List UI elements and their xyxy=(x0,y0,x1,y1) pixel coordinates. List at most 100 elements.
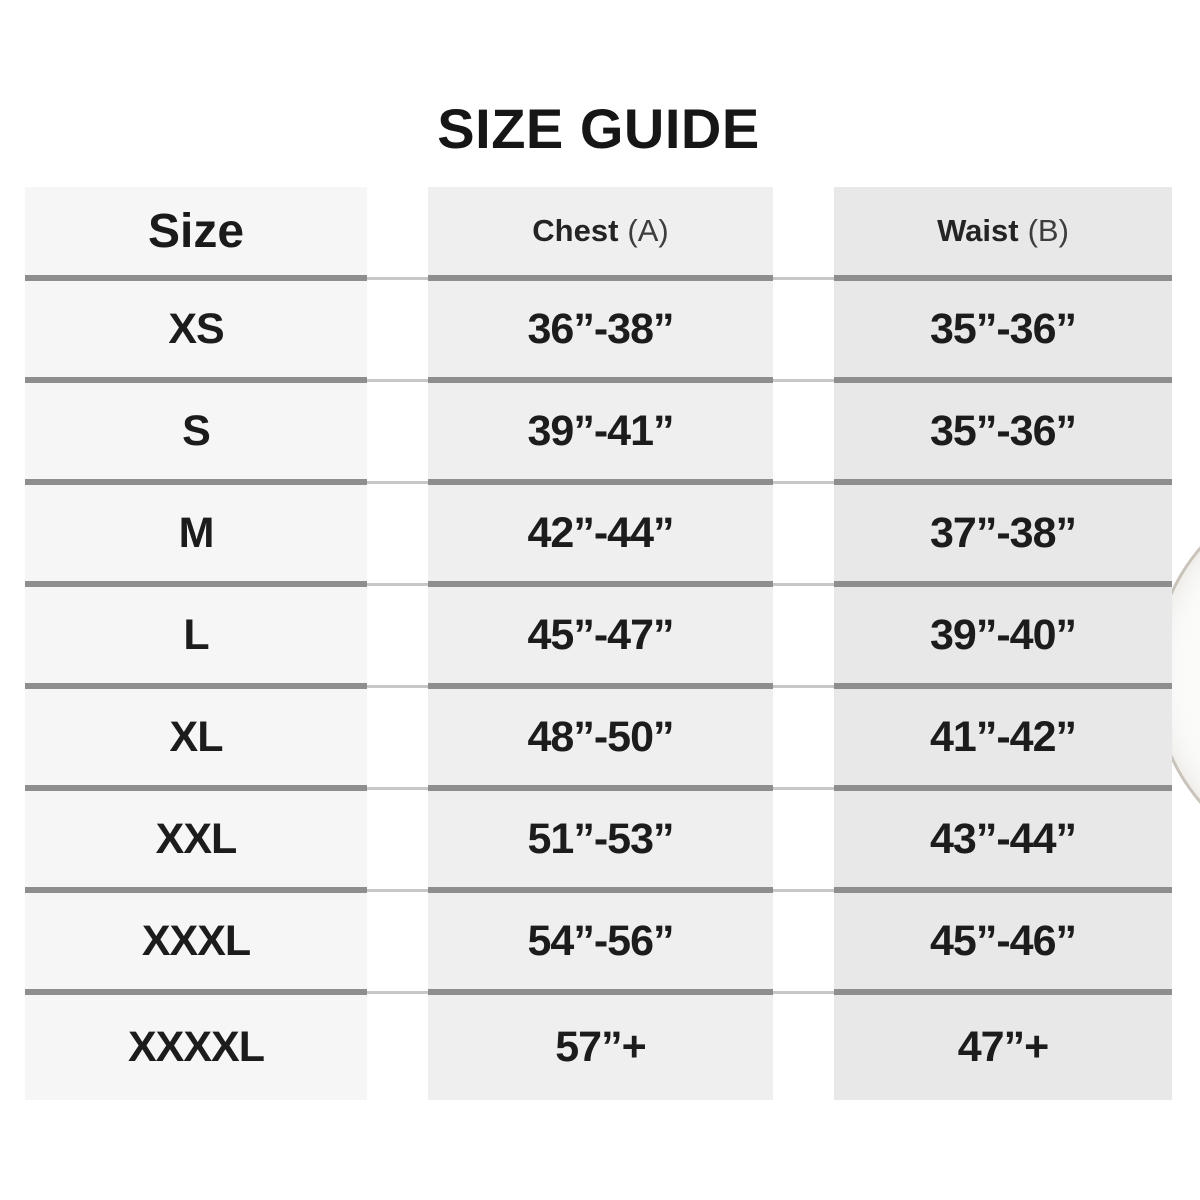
divider-segment xyxy=(834,989,1172,995)
column-gap xyxy=(773,485,834,581)
divider-gap-segment xyxy=(367,786,428,790)
size-cell: XS xyxy=(25,281,367,377)
waist-cell: 41”-42” xyxy=(834,689,1172,785)
page-title: SIZE GUIDE xyxy=(437,97,760,160)
divider-gap-segment xyxy=(773,276,834,280)
waist-value: 43”-44” xyxy=(930,814,1077,863)
divider-segment xyxy=(25,683,367,689)
divider-segment xyxy=(25,785,367,791)
table-row: L 45”-47” 39”-40” xyxy=(25,587,1172,683)
column-gap xyxy=(367,893,428,989)
divider-segment xyxy=(25,581,367,587)
size-cell: S xyxy=(25,383,367,479)
chest-cell: 57”+ xyxy=(428,995,773,1100)
column-gap xyxy=(367,791,428,887)
column-gap xyxy=(773,281,834,377)
waist-value: 45”-46” xyxy=(930,916,1077,965)
chest-value: 42”-44” xyxy=(527,508,675,557)
size-cell: XXXL xyxy=(25,893,367,989)
column-header-chest: Chest (A) xyxy=(428,187,773,275)
divider-gap-segment xyxy=(367,378,428,382)
chest-cell: 45”-47” xyxy=(428,587,773,683)
column-gap xyxy=(367,281,428,377)
column-gap xyxy=(773,689,834,785)
size-cell: XXXXL xyxy=(25,995,367,1100)
row-divider xyxy=(25,377,1172,383)
size-value: M xyxy=(178,508,215,557)
chest-cell: 51”-53” xyxy=(428,791,773,887)
waist-cell: 37”-38” xyxy=(834,485,1172,581)
waist-cell: 47”+ xyxy=(834,995,1172,1100)
size-value: XXXXL xyxy=(128,1023,265,1071)
column-header-waist: Waist (B) xyxy=(834,187,1172,275)
divider-segment xyxy=(25,479,367,485)
row-divider xyxy=(25,581,1172,587)
table-row: S 39”-41” 35”-36” xyxy=(25,383,1172,479)
waist-value: 39”-40” xyxy=(930,610,1077,659)
column-gap xyxy=(773,187,834,275)
divider-segment xyxy=(25,275,367,281)
waist-value: 35”-36” xyxy=(930,406,1077,455)
divider-segment xyxy=(25,989,367,995)
table-body: XS 36”-38” 35”-36” S 39”-41” 35”-36” xyxy=(25,275,1172,1100)
divider-segment xyxy=(834,785,1172,791)
divider-segment xyxy=(834,887,1172,893)
chest-value: 51”-53” xyxy=(527,814,675,863)
waist-value: 47”+ xyxy=(957,1023,1049,1071)
row-divider xyxy=(25,989,1172,995)
waist-cell: 35”-36” xyxy=(834,383,1172,479)
column-header-chest-sub: (A) xyxy=(627,213,669,248)
divider-gap-segment xyxy=(773,786,834,790)
row-divider xyxy=(25,887,1172,893)
table-row: XXXXL 57”+ 47”+ xyxy=(25,995,1172,1100)
column-header-chest-label: Chest xyxy=(532,213,619,248)
divider-segment xyxy=(834,275,1172,281)
column-gap xyxy=(367,187,428,275)
divider-gap-segment xyxy=(773,582,834,586)
column-gap xyxy=(773,791,834,887)
size-guide-table: Size Chest (A) Waist (B) XS 36”-38” 35”-… xyxy=(25,187,1172,1100)
size-cell: XXL xyxy=(25,791,367,887)
divider-gap-segment xyxy=(367,888,428,892)
row-divider xyxy=(25,275,1172,281)
column-gap xyxy=(367,587,428,683)
divider-gap-segment xyxy=(773,480,834,484)
size-value: XS xyxy=(168,304,224,353)
size-cell: L xyxy=(25,587,367,683)
table-row: M 42”-44” 37”-38” xyxy=(25,485,1172,581)
size-value: S xyxy=(182,406,211,455)
column-header-size-label: Size xyxy=(147,204,245,258)
divider-segment xyxy=(834,581,1172,587)
divider-gap-segment xyxy=(367,582,428,586)
divider-segment xyxy=(428,785,773,791)
waist-value: 37”-38” xyxy=(930,508,1077,557)
chest-cell: 36”-38” xyxy=(428,281,773,377)
divider-gap-segment xyxy=(773,888,834,892)
chest-value: 57”+ xyxy=(555,1023,646,1071)
chest-cell: 42”-44” xyxy=(428,485,773,581)
table-row: XS 36”-38” 35”-36” xyxy=(25,281,1172,377)
waist-value: 35”-36” xyxy=(930,304,1077,353)
divider-segment xyxy=(25,377,367,383)
chest-value: 48”-50” xyxy=(527,712,675,761)
divider-gap-segment xyxy=(773,378,834,382)
divider-segment xyxy=(834,479,1172,485)
chest-cell: 48”-50” xyxy=(428,689,773,785)
size-value: XXL xyxy=(155,814,238,863)
column-gap xyxy=(367,689,428,785)
table-header-row: Size Chest (A) Waist (B) xyxy=(25,187,1172,275)
row-divider xyxy=(25,683,1172,689)
waist-cell: 45”-46” xyxy=(834,893,1172,989)
waist-cell: 39”-40” xyxy=(834,587,1172,683)
column-header-waist-label: Waist xyxy=(937,213,1019,248)
divider-gap-segment xyxy=(367,684,428,688)
column-gap xyxy=(367,485,428,581)
divider-segment xyxy=(428,275,773,281)
waist-cell: 43”-44” xyxy=(834,791,1172,887)
divider-segment xyxy=(428,377,773,383)
column-gap xyxy=(367,383,428,479)
divider-segment xyxy=(428,683,773,689)
column-gap xyxy=(773,893,834,989)
table-row: XXXL 54”-56” 45”-46” xyxy=(25,893,1172,989)
column-gap xyxy=(773,995,834,1100)
